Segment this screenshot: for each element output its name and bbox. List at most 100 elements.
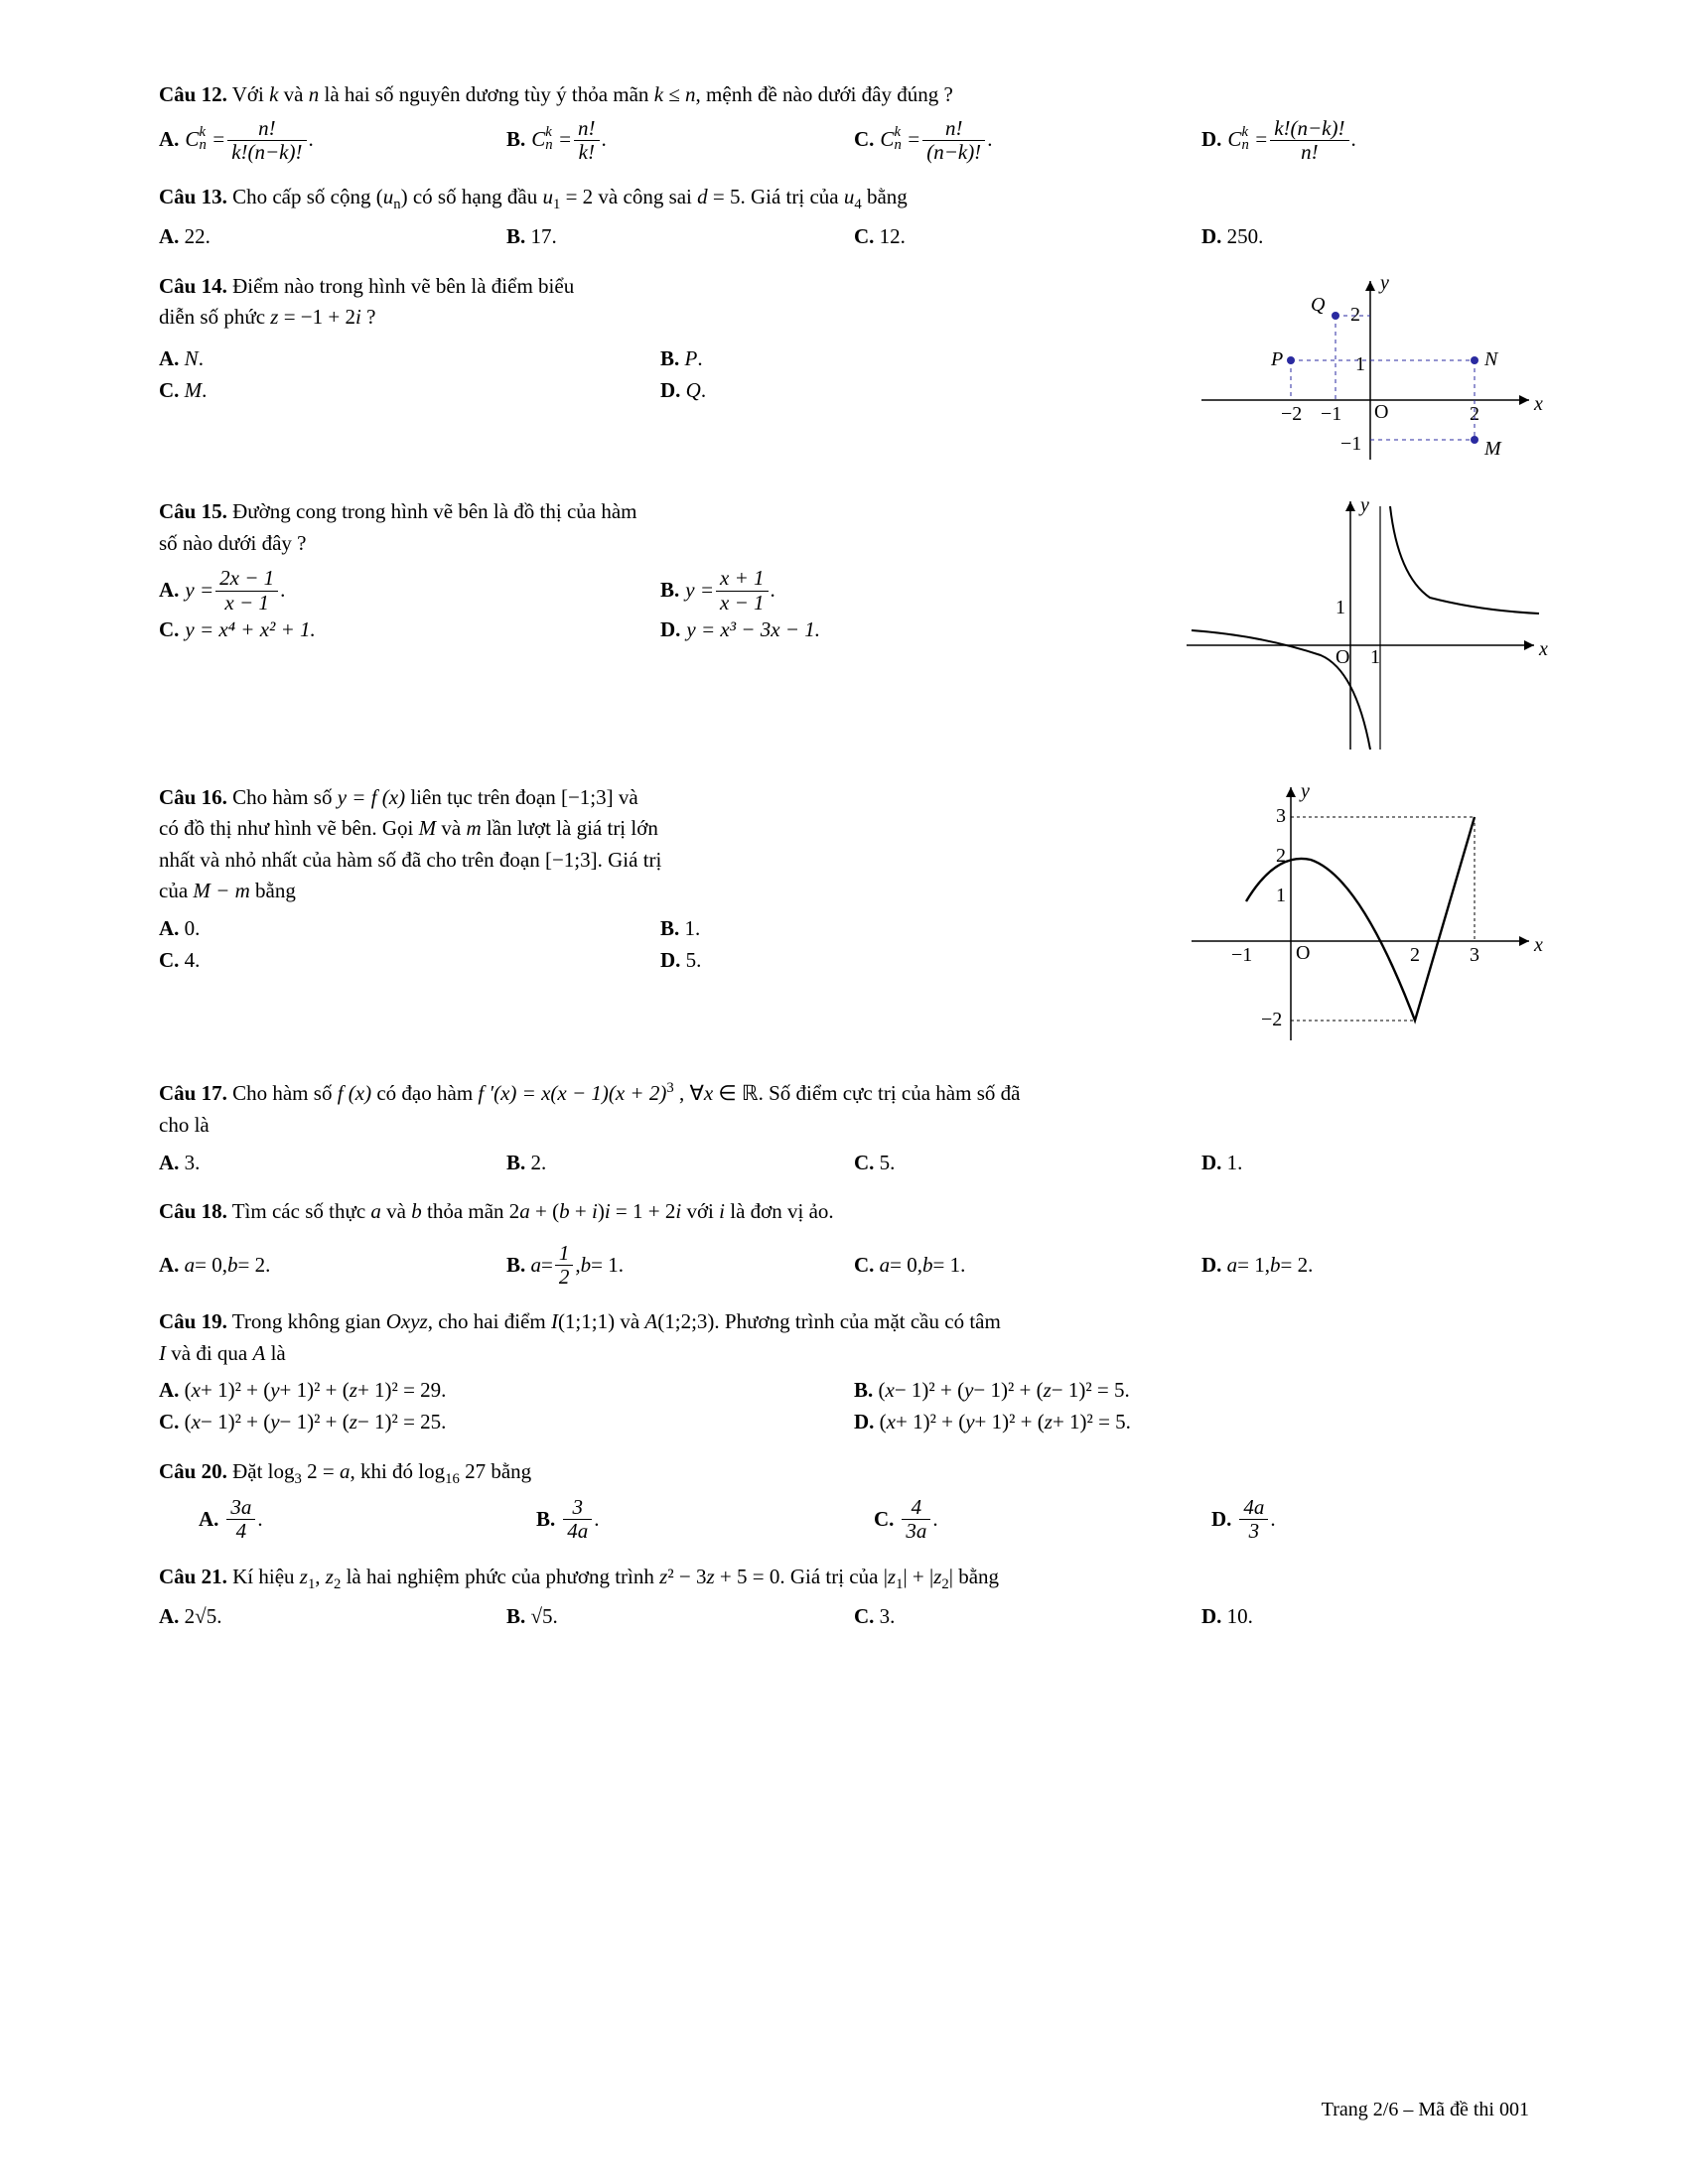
q18-text: Tìm các số thực a và b thỏa mãn 2a + (b … — [232, 1199, 834, 1223]
q13-opt-d: D. 250. — [1201, 221, 1549, 253]
q13-text: Cho cấp số cộng (un) có số hạng đầu u1 =… — [232, 185, 908, 208]
svg-text:1: 1 — [1355, 353, 1365, 375]
q14-opt-c: C. M. — [159, 375, 660, 407]
q13-options: A. 22. B. 17. C. 12. D. 250. — [159, 221, 1549, 253]
svg-text:y: y — [1299, 782, 1310, 802]
svg-text:1: 1 — [1370, 646, 1380, 668]
q12-options: A. Ckn = n!k!(n−k)!. B. Ckn = n!k!. C. C… — [159, 117, 1549, 164]
svg-text:−1: −1 — [1231, 944, 1252, 966]
q19-text: Trong không gian Oxyz, cho hai điểm I(1;… — [232, 1309, 1001, 1333]
svg-text:N: N — [1483, 348, 1499, 370]
q21-text: Kí hiệu z1, z2 là hai nghiệm phức của ph… — [232, 1565, 999, 1588]
q18-label: Câu 18. — [159, 1199, 227, 1223]
q20-opt-a: A.3a4. — [199, 1496, 536, 1543]
q20-opt-d: D.4a3. — [1211, 1496, 1549, 1543]
q16-label: Câu 16. — [159, 785, 227, 809]
q14-opt-a: A. N. — [159, 343, 660, 375]
svg-text:3: 3 — [1470, 944, 1479, 966]
svg-text:O: O — [1336, 646, 1349, 668]
svg-text:−2: −2 — [1281, 403, 1302, 425]
question-20: Câu 20. Đặt log3 2 = a, khi đó log16 27 … — [159, 1456, 1549, 1543]
q13-label: Câu 13. — [159, 185, 227, 208]
q15-graph: x y O 1 1 — [1182, 496, 1549, 754]
q13-opt-b: B. 17. — [506, 221, 854, 253]
q18-opt-c: C. a = 0, b = 1. — [854, 1242, 1201, 1289]
svg-text:3: 3 — [1276, 805, 1286, 827]
question-12: Câu 12. Với k và n là hai số nguyên dươn… — [159, 79, 1549, 164]
q19-label: Câu 19. — [159, 1309, 227, 1333]
q16-graph: x y O −1 2 3 1 2 3 −2 — [1182, 782, 1549, 1050]
q21-opt-b: B. √5. — [506, 1601, 854, 1633]
q16-text2: có đồ thị như hình vẽ bên. Gọi M và m lầ… — [159, 816, 658, 840]
svg-text:2: 2 — [1410, 944, 1420, 966]
q14-opt-b: B. P. — [660, 343, 1162, 375]
q15-opt-c: C. y = x⁴ + x² + 1. — [159, 614, 660, 646]
q18-opt-a: A. a = 0, b = 2. — [159, 1242, 506, 1289]
q17-opt-a: A. 3. — [159, 1147, 506, 1178]
q17-opt-b: B. 2. — [506, 1147, 854, 1178]
svg-text:y: y — [1358, 496, 1369, 516]
q14-graph: x y O −2 −1 2 2 1 −1 — [1182, 271, 1549, 470]
q12-opt-d: D. Ckn = k!(n−k)!n!. — [1201, 117, 1549, 164]
question-17: Câu 17. Cho hàm số f (x) có đạo hàm f ′(… — [159, 1077, 1549, 1178]
q20-opt-c: C.43a. — [874, 1496, 1211, 1543]
question-18: Câu 18. Tìm các số thực a và b thỏa mãn … — [159, 1196, 1549, 1289]
q19-opt-c: C. (x − 1)² + (y − 1)² + (z − 1)² = 25. — [159, 1407, 854, 1438]
q19-opt-a: A. (x + 1)² + (y + 1)² + (z + 1)² = 29. — [159, 1375, 854, 1407]
question-21: Câu 21. Kí hiệu z1, z2 là hai nghiệm phứ… — [159, 1562, 1549, 1633]
q21-opt-d: D. 10. — [1201, 1601, 1549, 1633]
svg-text:x: x — [1533, 393, 1543, 415]
q16-opt-a: A. 0. — [159, 913, 660, 945]
q21-opt-c: C. 3. — [854, 1601, 1201, 1633]
svg-text:Q: Q — [1311, 294, 1326, 316]
question-15: Câu 15. Đường cong trong hình vẽ bên là … — [159, 496, 1549, 764]
q17-text2: cho là — [159, 1113, 210, 1137]
q15-opt-d: D. y = x³ − 3x − 1. — [660, 614, 1162, 646]
q17-opt-d: D. 1. — [1201, 1147, 1549, 1178]
q17-opt-c: C. 5. — [854, 1147, 1201, 1178]
svg-text:2: 2 — [1350, 304, 1360, 326]
q18-opt-b: B. a = 12, b = 1. — [506, 1242, 854, 1289]
q19-text2: I và đi qua A là — [159, 1341, 286, 1365]
svg-text:−1: −1 — [1321, 403, 1341, 425]
svg-text:y: y — [1378, 272, 1389, 294]
svg-text:−1: −1 — [1340, 433, 1361, 455]
page-footer: Trang 2/6 – Mã đề thi 001 — [1322, 2095, 1529, 2124]
svg-text:x: x — [1533, 934, 1543, 956]
svg-text:x: x — [1538, 638, 1548, 660]
svg-text:1: 1 — [1276, 885, 1286, 906]
q16-opt-c: C. 4. — [159, 945, 660, 977]
svg-text:2: 2 — [1470, 403, 1479, 425]
question-14: Câu 14. Điểm nào trong hình vẽ bên là đi… — [159, 271, 1549, 479]
q15-text2: số nào dưới đây ? — [159, 531, 306, 555]
q20-text: Đặt log3 2 = a, khi đó log16 27 bằng — [232, 1459, 531, 1483]
q16-text4: của M − m bằng — [159, 879, 296, 902]
q12-opt-b: B. Ckn = n!k!. — [506, 117, 854, 164]
q12-opt-a: A. Ckn = n!k!(n−k)!. — [159, 117, 506, 164]
q12-opt-c: C. Ckn = n!(n−k)!. — [854, 117, 1201, 164]
q19-opt-b: B. (x − 1)² + (y − 1)² + (z − 1)² = 5. — [854, 1375, 1549, 1407]
q14-opt-d: D. Q. — [660, 375, 1162, 407]
q13-opt-c: C. 12. — [854, 221, 1201, 253]
svg-text:O: O — [1374, 401, 1388, 423]
q19-opt-d: D. (x + 1)² + (y + 1)² + (z + 1)² = 5. — [854, 1407, 1549, 1438]
q15-text1: Đường cong trong hình vẽ bên là đồ thị c… — [232, 499, 636, 523]
q14-text1: Điểm nào trong hình vẽ bên là điểm biểu — [232, 274, 574, 298]
q16-text1: Cho hàm số y = f (x) liên tục trên đoạn … — [232, 785, 638, 809]
q17-label: Câu 17. — [159, 1081, 227, 1105]
svg-text:P: P — [1270, 348, 1283, 370]
svg-text:1: 1 — [1336, 597, 1345, 618]
q12-text: Với k và n là hai số nguyên dương tùy ý … — [232, 82, 953, 106]
q16-opt-d: D. 5. — [660, 945, 1162, 977]
q16-text3: nhất và nhỏ nhất của hàm số đã cho trên … — [159, 848, 661, 872]
q15-label: Câu 15. — [159, 499, 227, 523]
q21-opt-a: A. 2√5. — [159, 1601, 506, 1633]
q17-text: Cho hàm số f (x) có đạo hàm f ′(x) = x(x… — [232, 1081, 1020, 1105]
svg-text:O: O — [1296, 942, 1310, 964]
exam-page: Câu 12. Với k và n là hai số nguyên dươn… — [0, 0, 1688, 2184]
q20-opt-b: B.34a. — [536, 1496, 874, 1543]
q21-label: Câu 21. — [159, 1565, 227, 1588]
q15-opt-a: A. y = 2x − 1x − 1. — [159, 567, 660, 614]
question-16: Câu 16. Cho hàm số y = f (x) liên tục tr… — [159, 782, 1549, 1060]
q12-label: Câu 12. — [159, 82, 227, 106]
